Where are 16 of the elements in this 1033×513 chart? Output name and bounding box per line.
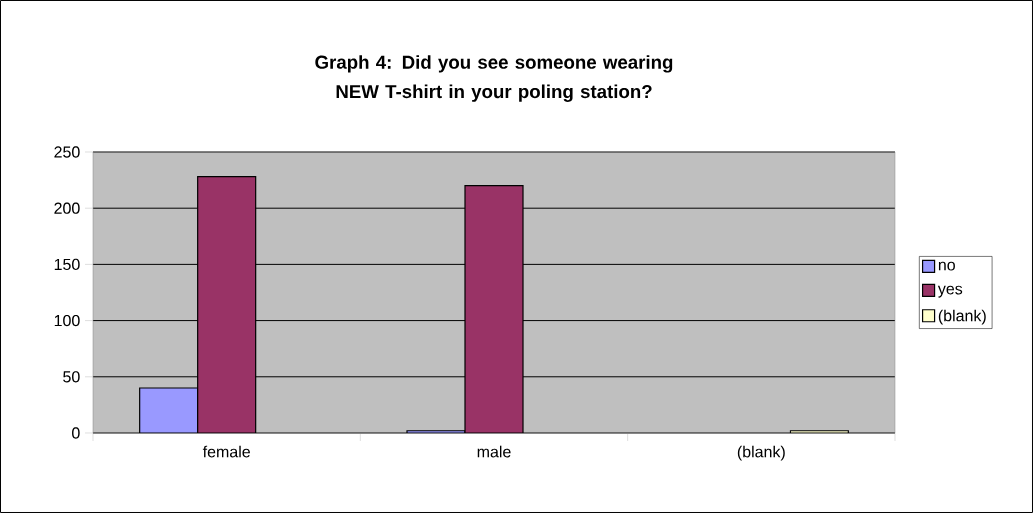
x-tick-label: female [202,445,250,458]
y-tick-label: 100 [54,314,80,327]
legend-label: yes [937,285,963,298]
bar [139,387,199,433]
y-tick-label: 50 [63,371,80,383]
bar [464,185,524,433]
y-tick-label: 0 [72,427,80,439]
y-tick-label: 200 [54,202,80,214]
x-tick-label: male [477,445,511,458]
legend-label: (blank) [938,309,986,325]
chart-title: Graph 4: Did you see someone wearing NEW T-shirt in your poling station? [315,55,673,102]
legend-label: no [938,261,955,271]
x-tick-label: (blank) [737,445,785,461]
y-tick-label: 250 [54,146,80,158]
bar [197,176,257,433]
y-tick-label: 150 [54,258,80,271]
